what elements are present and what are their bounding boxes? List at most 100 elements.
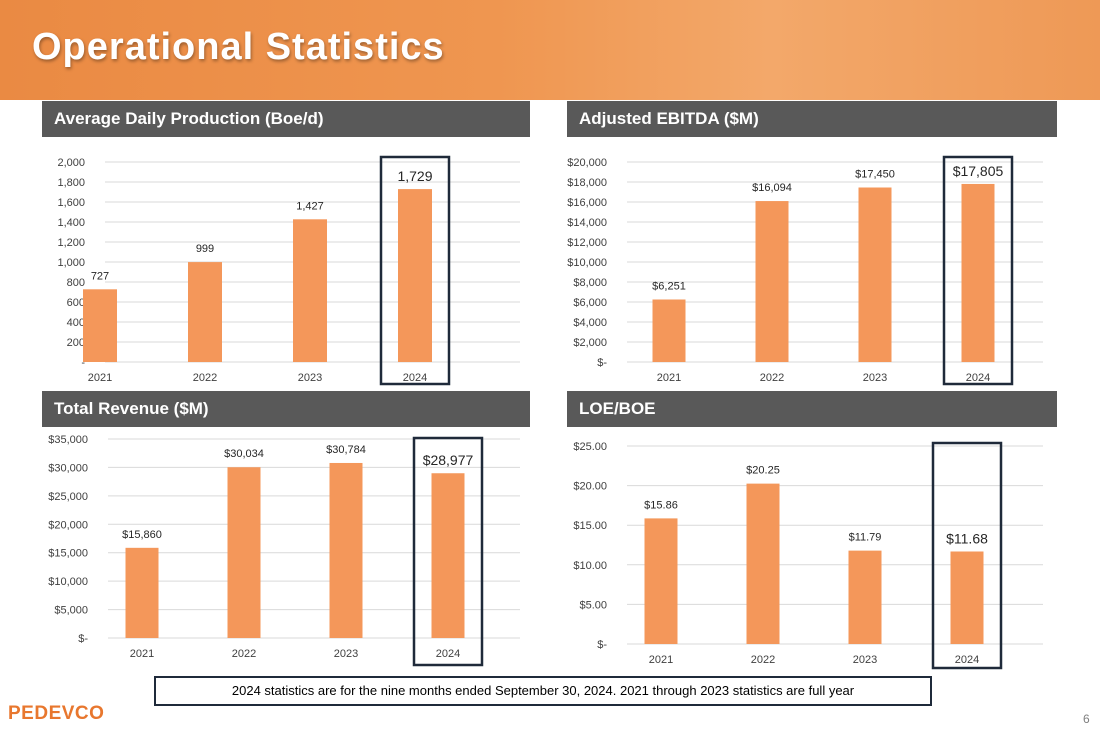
data-label-2021: $15.86: [644, 499, 678, 511]
category-label-2022: 2022: [193, 372, 217, 384]
bar-2024: [431, 473, 465, 638]
y-tick-label: $18,000: [567, 177, 607, 189]
category-label-2022: 2022: [232, 648, 256, 660]
category-label-2024: 2024: [955, 654, 979, 666]
bar-2023: [293, 219, 327, 362]
y-tick-label: $25.00: [573, 441, 607, 453]
data-label-2023: $30,784: [326, 444, 366, 456]
category-label-2024: 2024: [436, 648, 460, 660]
data-label-2021: $6,251: [652, 280, 686, 292]
y-tick-label: $30,000: [48, 462, 88, 474]
category-label-2021: 2021: [649, 654, 673, 666]
y-tick-label: 1,600: [57, 197, 85, 209]
y-tick-label: $10.00: [573, 560, 607, 572]
revenue-chart: $- $5,000 $10,000 $15,000 $20,000 $25,000 $30,…: [48, 434, 520, 667]
data-label-2021: 727: [91, 270, 109, 282]
bar-2023: [329, 462, 363, 638]
highlight-box-2024: [931, 441, 1003, 670]
y-tick-label: $16,000: [567, 197, 607, 209]
bar-2021: [125, 547, 159, 638]
bar-2023: [848, 550, 882, 644]
y-tick-label: $12,000: [567, 237, 607, 249]
data-label-2022: $20.25: [746, 465, 780, 477]
category-label-2023: 2023: [298, 372, 322, 384]
bar-2021: [644, 518, 678, 644]
bar-2022: [755, 201, 789, 362]
footnote: 2024 statistics are for the nine months …: [154, 676, 932, 706]
y-tick-label: $-: [78, 633, 88, 645]
bar-2024: [961, 183, 995, 362]
y-tick-label: $10,000: [48, 576, 88, 588]
company-logo: PEDEVCO: [8, 703, 105, 724]
category-label-2022: 2022: [751, 654, 775, 666]
data-label-2024: $11.68: [946, 530, 988, 546]
y-tick-label: $15.00: [573, 520, 607, 532]
y-tick-label: 1,400: [57, 217, 85, 229]
production-chart: - 200 400 600 800 1,000 1,200 1,400 1,600 1,800 2,…: [57, 155, 520, 386]
y-tick-label: 1,000: [57, 257, 85, 269]
y-tick-label: $14,000: [567, 217, 607, 229]
bar-2021: [652, 299, 686, 362]
y-tick-label: $10,000: [567, 257, 607, 269]
panel-header-revenue: Total Revenue ($M): [42, 391, 530, 427]
ebitda-chart: $- $2,000 $4,000 $6,000 $8,000 $10,000 $12,000…: [567, 155, 1043, 386]
panel-header-ebitda: Adjusted EBITDA ($M): [567, 101, 1057, 137]
panel-header-production: Average Daily Production (Boe/d): [42, 101, 530, 137]
highlight-box-2024: [942, 155, 1014, 386]
data-label-2022: $16,094: [752, 182, 792, 194]
y-tick-label: 400: [67, 317, 85, 329]
category-label-2021: 2021: [130, 648, 154, 660]
category-label-2024: 2024: [966, 372, 990, 384]
y-tick-label: 2,000: [57, 157, 85, 169]
y-tick-label: $25,000: [48, 491, 88, 503]
y-tick-label: $35,000: [48, 434, 88, 446]
data-label-2021: $15,860: [122, 529, 162, 541]
category-label-2023: 2023: [863, 372, 887, 384]
data-label-2023: $11.79: [849, 532, 882, 544]
bar-2022: [227, 467, 261, 638]
bar-2022: [188, 262, 222, 362]
category-label-2021: 2021: [657, 372, 681, 384]
y-tick-label: $20,000: [48, 519, 88, 531]
y-tick-label: -: [81, 357, 85, 369]
category-label-2023: 2023: [334, 648, 358, 660]
data-label-2022: $30,034: [224, 448, 264, 460]
bar-2024: [398, 189, 432, 362]
y-tick-label: $-: [597, 639, 607, 651]
page-title: Operational Statistics: [32, 26, 445, 68]
y-tick-label: 1,800: [57, 177, 85, 189]
bar-2021: [83, 289, 117, 362]
panel-header-loe: LOE/BOE: [567, 391, 1057, 427]
y-tick-label: $20,000: [567, 157, 607, 169]
category-label-2024: 2024: [403, 372, 427, 384]
data-label-2024: 1,729: [397, 168, 432, 184]
y-tick-label: $20.00: [573, 481, 607, 493]
y-tick-label: $5.00: [579, 599, 607, 611]
category-label-2023: 2023: [853, 654, 877, 666]
y-tick-label: 1,200: [57, 237, 85, 249]
loe-chart: $- $5.00 $10.00 $15.00 $20.00 $25.00 $15.86 202…: [573, 441, 1043, 670]
data-label-2023: 1,427: [296, 200, 324, 212]
bar-2022: [746, 483, 780, 644]
y-tick-label: $-: [597, 357, 607, 369]
y-tick-label: $5,000: [54, 605, 88, 617]
category-label-2021: 2021: [88, 372, 112, 384]
y-tick-label: $6,000: [573, 297, 607, 309]
category-label-2022: 2022: [760, 372, 784, 384]
y-tick-label: 600: [67, 297, 85, 309]
bar-2024: [950, 551, 984, 644]
y-tick-label: 200: [67, 337, 85, 349]
data-label-2024: $17,805: [953, 163, 1004, 179]
y-tick-label: $4,000: [573, 317, 607, 329]
bar-2023: [858, 187, 892, 362]
highlight-box-2024: [379, 155, 451, 386]
y-tick-label: $2,000: [573, 337, 607, 349]
y-tick-label: $15,000: [48, 548, 88, 560]
data-label-2024: $28,977: [423, 452, 474, 468]
page-number: 6: [1083, 712, 1090, 726]
data-label-2022: 999: [196, 243, 214, 255]
y-tick-label: $8,000: [573, 277, 607, 289]
data-label-2023: $17,450: [855, 169, 895, 181]
title-banner: Operational Statistics: [0, 0, 1100, 100]
y-tick-label: 800: [67, 277, 85, 289]
